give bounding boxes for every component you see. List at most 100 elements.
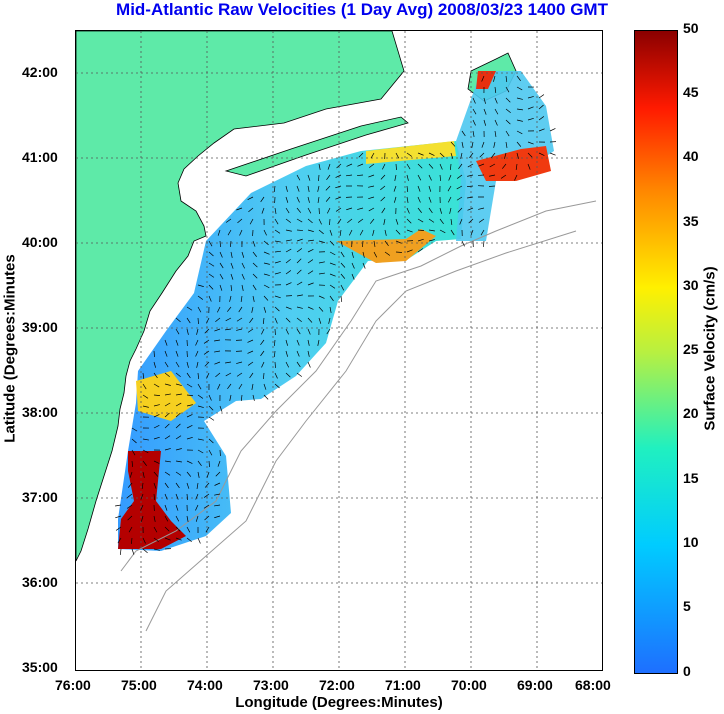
velocity-arrow (428, 152, 435, 156)
velocity-arrow (260, 196, 265, 203)
velocity-arrow (252, 394, 255, 401)
velocity-arrow (274, 317, 278, 324)
velocity-arrow (339, 229, 342, 236)
velocity-arrow (230, 273, 234, 280)
velocity-arrow (119, 548, 122, 556)
velocity-arrow (215, 317, 221, 323)
velocity-arrow (131, 449, 136, 456)
velocity-arrow (197, 306, 202, 313)
velocity-arrow (227, 383, 232, 390)
velocity-arrow (380, 196, 386, 202)
velocity-arrow (318, 261, 325, 264)
velocity-arrow (164, 339, 168, 346)
velocity-arrow (164, 402, 171, 407)
velocity-arrow (219, 273, 224, 280)
velocity-arrow (153, 471, 159, 477)
velocity-arrow (208, 438, 214, 444)
velocity-arrow (505, 108, 511, 114)
velocity-arrow (351, 273, 355, 280)
velocity-arrow (447, 196, 452, 203)
velocity-arrow (214, 350, 221, 353)
velocity-arrow (335, 196, 342, 200)
velocity-arrow (203, 339, 210, 344)
velocity-arrow (317, 185, 320, 192)
velocity-arrow (204, 482, 210, 488)
velocity-arrow (263, 306, 267, 313)
velocity-arrow (406, 174, 409, 181)
velocity-arrow (494, 108, 499, 115)
velocity-arrow (450, 152, 454, 159)
velocity-arrow (296, 174, 301, 181)
velocity-arrow (516, 97, 523, 100)
velocity-arrow (362, 240, 364, 248)
velocity-arrow (516, 130, 523, 135)
velocity-arrow (164, 423, 170, 429)
velocity-arrow (238, 306, 243, 313)
velocity-arrow (197, 372, 200, 380)
velocity-arrow (252, 262, 258, 268)
velocity-arrow (395, 163, 397, 171)
velocity-arrow (186, 404, 193, 407)
velocity-arrow (195, 515, 199, 522)
velocity-arrow (318, 218, 322, 225)
velocity-arrow (240, 394, 243, 401)
velocity-arrow (142, 372, 145, 379)
x-tick-label: 76:00 (55, 677, 91, 693)
velocity-arrow (307, 317, 313, 323)
velocity-arrow (307, 185, 310, 192)
velocity-arrow (483, 97, 486, 104)
velocity-arrow (428, 229, 435, 232)
velocity-arrow (219, 251, 223, 258)
velocity-arrow (369, 163, 375, 168)
high-velocity-band-ne-top (476, 71, 496, 89)
velocity-arrow (296, 196, 300, 203)
velocity-arrow (263, 284, 270, 289)
velocity-arrow (251, 306, 254, 313)
velocity-arrow (428, 196, 432, 203)
velocity-arrow (362, 251, 365, 258)
velocity-arrow (406, 249, 413, 253)
velocity-arrow (274, 260, 281, 264)
velocity-arrow (175, 350, 179, 357)
velocity-arrow (329, 218, 331, 226)
velocity-arrow (368, 196, 375, 200)
velocity-arrow (335, 185, 342, 189)
velocity-arrow (164, 350, 168, 357)
velocity-arrow (197, 394, 204, 399)
velocity-arrow (516, 141, 522, 147)
velocity-arrow (296, 339, 300, 346)
chart-title: Mid-Atlantic Raw Velocities (1 Day Avg) … (116, 0, 608, 19)
velocity-arrow (215, 471, 221, 477)
velocity-arrow (274, 383, 280, 389)
velocity-arrow (263, 240, 269, 246)
velocity-arrow (296, 306, 303, 309)
velocity-arrow (337, 218, 342, 225)
velocity-arrow (195, 339, 199, 346)
velocity-arrow (195, 504, 199, 511)
velocity-arrow (186, 317, 191, 324)
velocity-arrow (478, 218, 485, 223)
velocity-arrow (467, 163, 474, 168)
velocity-arrow (493, 141, 496, 148)
velocity-arrow (478, 207, 485, 210)
velocity-arrow (285, 196, 289, 203)
velocity-arrow (296, 281, 303, 286)
velocity-arrow (175, 328, 180, 335)
velocity-arrow (296, 238, 303, 242)
velocity-arrow (208, 449, 213, 456)
velocity-arrow (203, 493, 210, 498)
velocity-arrow (307, 229, 314, 232)
velocity-arrow (381, 207, 386, 214)
velocity-arrow (229, 295, 232, 302)
colorbar-tick: 35 (683, 213, 699, 229)
velocity-arrow (197, 537, 201, 544)
velocity-arrow (249, 317, 254, 324)
velocity-arrow (417, 185, 421, 192)
x-tick-label: 69:00 (517, 677, 553, 693)
velocity-arrow (274, 295, 281, 299)
velocity-arrow (241, 262, 245, 269)
velocity-arrow (439, 163, 443, 170)
velocity-arrow (274, 306, 280, 312)
high-velocity-band-northeast (476, 146, 551, 181)
velocity-arrow (318, 240, 325, 243)
